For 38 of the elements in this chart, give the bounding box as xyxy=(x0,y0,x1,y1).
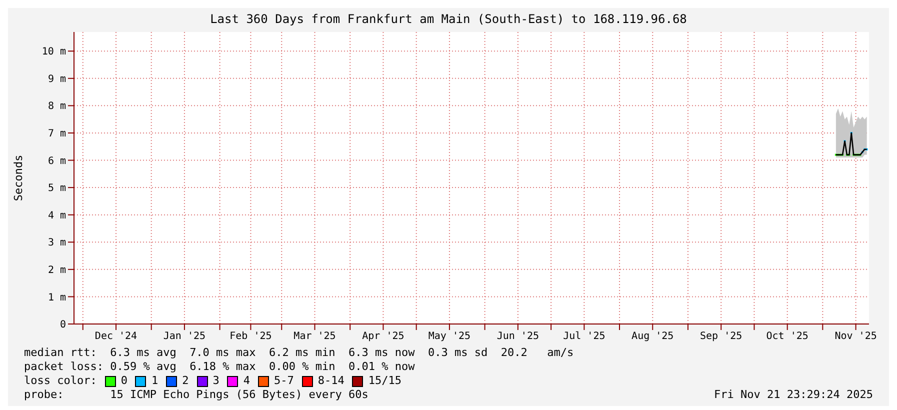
x-tick-label: Sep '25 xyxy=(700,331,742,342)
y-tick-label: 3 m xyxy=(48,238,66,249)
x-tick-label: Dec '24 xyxy=(94,331,138,342)
x-tick-label: May '25 xyxy=(428,331,471,342)
y-tick-label: 4 m xyxy=(48,210,66,222)
y-tick-label: 7 m xyxy=(48,128,66,140)
x-tick-label: Nov '25 xyxy=(834,331,877,342)
y-tick-label: 1 m xyxy=(48,292,66,304)
y-tick-label: 8 m xyxy=(48,101,66,112)
legend-label: 3 xyxy=(212,374,220,388)
legend-label: 15/15 xyxy=(368,374,402,388)
x-tick-label: Feb '25 xyxy=(230,331,272,342)
y-tick-label: 6 m xyxy=(48,156,66,167)
x-tick-label: Apr '25 xyxy=(362,331,404,342)
x-tick-label: Jan '25 xyxy=(163,331,206,342)
legend-label: 2 xyxy=(182,374,189,388)
y-tick-label: 0 xyxy=(60,320,66,331)
x-tick-label: Jul '25 xyxy=(563,331,606,342)
legend-label: 8-14 xyxy=(318,374,344,388)
legend-title: loss color: xyxy=(24,374,97,388)
x-tick-label: Mar '25 xyxy=(294,331,336,342)
text: packet loss: 0.59 % avg 6.18 % max 0.00 % min 0.01 % now xyxy=(24,360,416,374)
legend-label: 5-7 xyxy=(274,374,294,388)
text: median rtt: 6.3 ms avg 7.0 ms max 6.2 ms min 6.3 ms now 0.3 ms sd 20.2 am/s xyxy=(24,346,575,360)
x-tick-label: Aug '25 xyxy=(632,331,674,342)
text: Fri Nov 21 23:29:24 2025 xyxy=(714,388,873,402)
y-tick-label: 2 m xyxy=(48,264,66,276)
legend-label: 1 xyxy=(151,374,158,388)
text: probe: 15 ICMP Echo Pings (56 Bytes) every 60s xyxy=(24,388,368,402)
x-tick-label: Jun '25 xyxy=(496,331,539,342)
legend-label: 4 xyxy=(243,374,250,388)
legend-label: 0 xyxy=(120,374,128,388)
x-tick-label: Oct '25 xyxy=(766,331,808,342)
y-tick-label: 5 m xyxy=(48,183,66,194)
y-axis-title: Seconds xyxy=(12,154,25,202)
chart-title: Last 360 Days from Frankfurt am Main (South-East) to 168.119.96.68 xyxy=(209,11,688,26)
y-tick-label: 10 m xyxy=(42,46,66,58)
y-tick-label: 9 m xyxy=(48,74,66,85)
